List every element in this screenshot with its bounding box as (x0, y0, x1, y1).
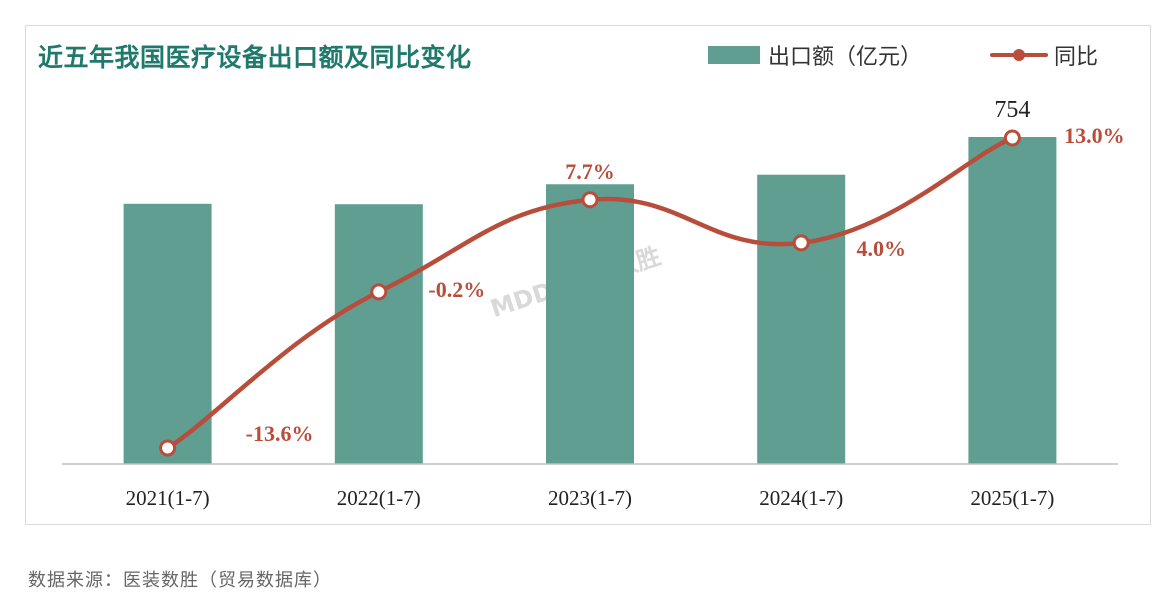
legend-label-export: 出口额（亿元） (768, 45, 923, 70)
yoy-point-2022(1-7) (370, 283, 388, 301)
yoy-point-2025(1-7) (1003, 129, 1021, 147)
bar-2021(1-7) (123, 203, 212, 465)
legend-swatch-line (990, 46, 1048, 64)
yoy-point-2024(1-7) (792, 234, 810, 252)
yoy-data-label: -13.6% (246, 421, 314, 446)
yoy-point-2023(1-7) (581, 191, 599, 209)
legend-item-yoy: 同比 (990, 39, 1098, 71)
yoy-data-label: 13.0% (1064, 123, 1125, 148)
x-tick-label: 2022(1-7) (337, 486, 421, 510)
yoy-point-2021(1-7) (159, 439, 177, 457)
bar-2024(1-7) (757, 174, 846, 464)
bar-2022(1-7) (334, 204, 423, 464)
legend-label-yoy: 同比 (1054, 45, 1099, 70)
chart-title: 近五年我国医疗设备出口额及同比变化 (38, 43, 472, 72)
legend-item-export: 出口额（亿元） (708, 39, 922, 71)
bar-2023(1-7) (546, 184, 634, 464)
x-tick-label: 2023(1-7) (548, 486, 632, 510)
yoy-data-label: 4.0% (856, 236, 906, 261)
x-tick-label: 2025(1-7) (970, 486, 1054, 510)
x-tick-label: 2021(1-7) (126, 486, 210, 510)
bar-2025(1-7) (968, 137, 1057, 464)
x-tick-label: 2024(1-7) (759, 486, 843, 510)
legend-swatch-bar (708, 46, 760, 64)
yoy-data-label: 7.7% (565, 159, 615, 184)
yoy-data-label: -0.2% (428, 277, 485, 302)
source-note: 数据来源：医装数胜（贸易数据库） (28, 570, 332, 591)
bar-data-label: 754 (994, 97, 1030, 123)
